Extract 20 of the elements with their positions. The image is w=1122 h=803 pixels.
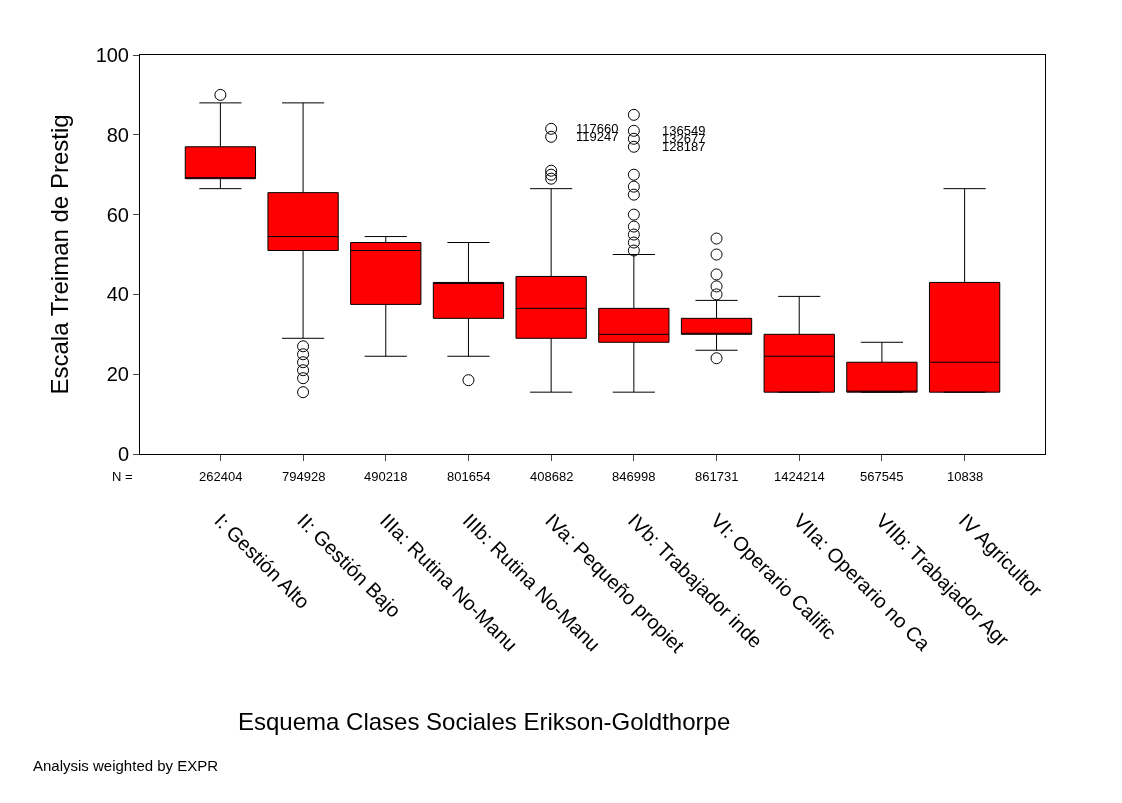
text: 861731: [695, 469, 739, 484]
text: 408682: [530, 469, 574, 484]
y-axis-title: Escala Treiman de Prestig: [45, 114, 73, 395]
y-tick-label: 60: [106, 203, 129, 226]
text: 846998: [612, 469, 656, 484]
text: 10838: [947, 469, 984, 484]
text: 1424214: [774, 469, 825, 484]
text: 262404: [199, 469, 243, 484]
text: Analysis weighted by EXPR: [33, 757, 219, 774]
text: 794928: [282, 469, 326, 484]
text: 801654: [447, 469, 491, 484]
y-tick-label: 20: [106, 363, 129, 386]
x-axis-title: Esquema Clases Sociales Erikson-Goldthorpe: [238, 708, 731, 735]
y-tick-label: 40: [106, 283, 129, 306]
text: N =: [112, 469, 133, 484]
text: 567545: [860, 469, 904, 484]
y-tick-label: 100: [95, 44, 129, 66]
text: 490218: [364, 469, 408, 484]
y-tick-label: 80: [106, 123, 129, 146]
y-tick-label: 0: [117, 443, 129, 465]
